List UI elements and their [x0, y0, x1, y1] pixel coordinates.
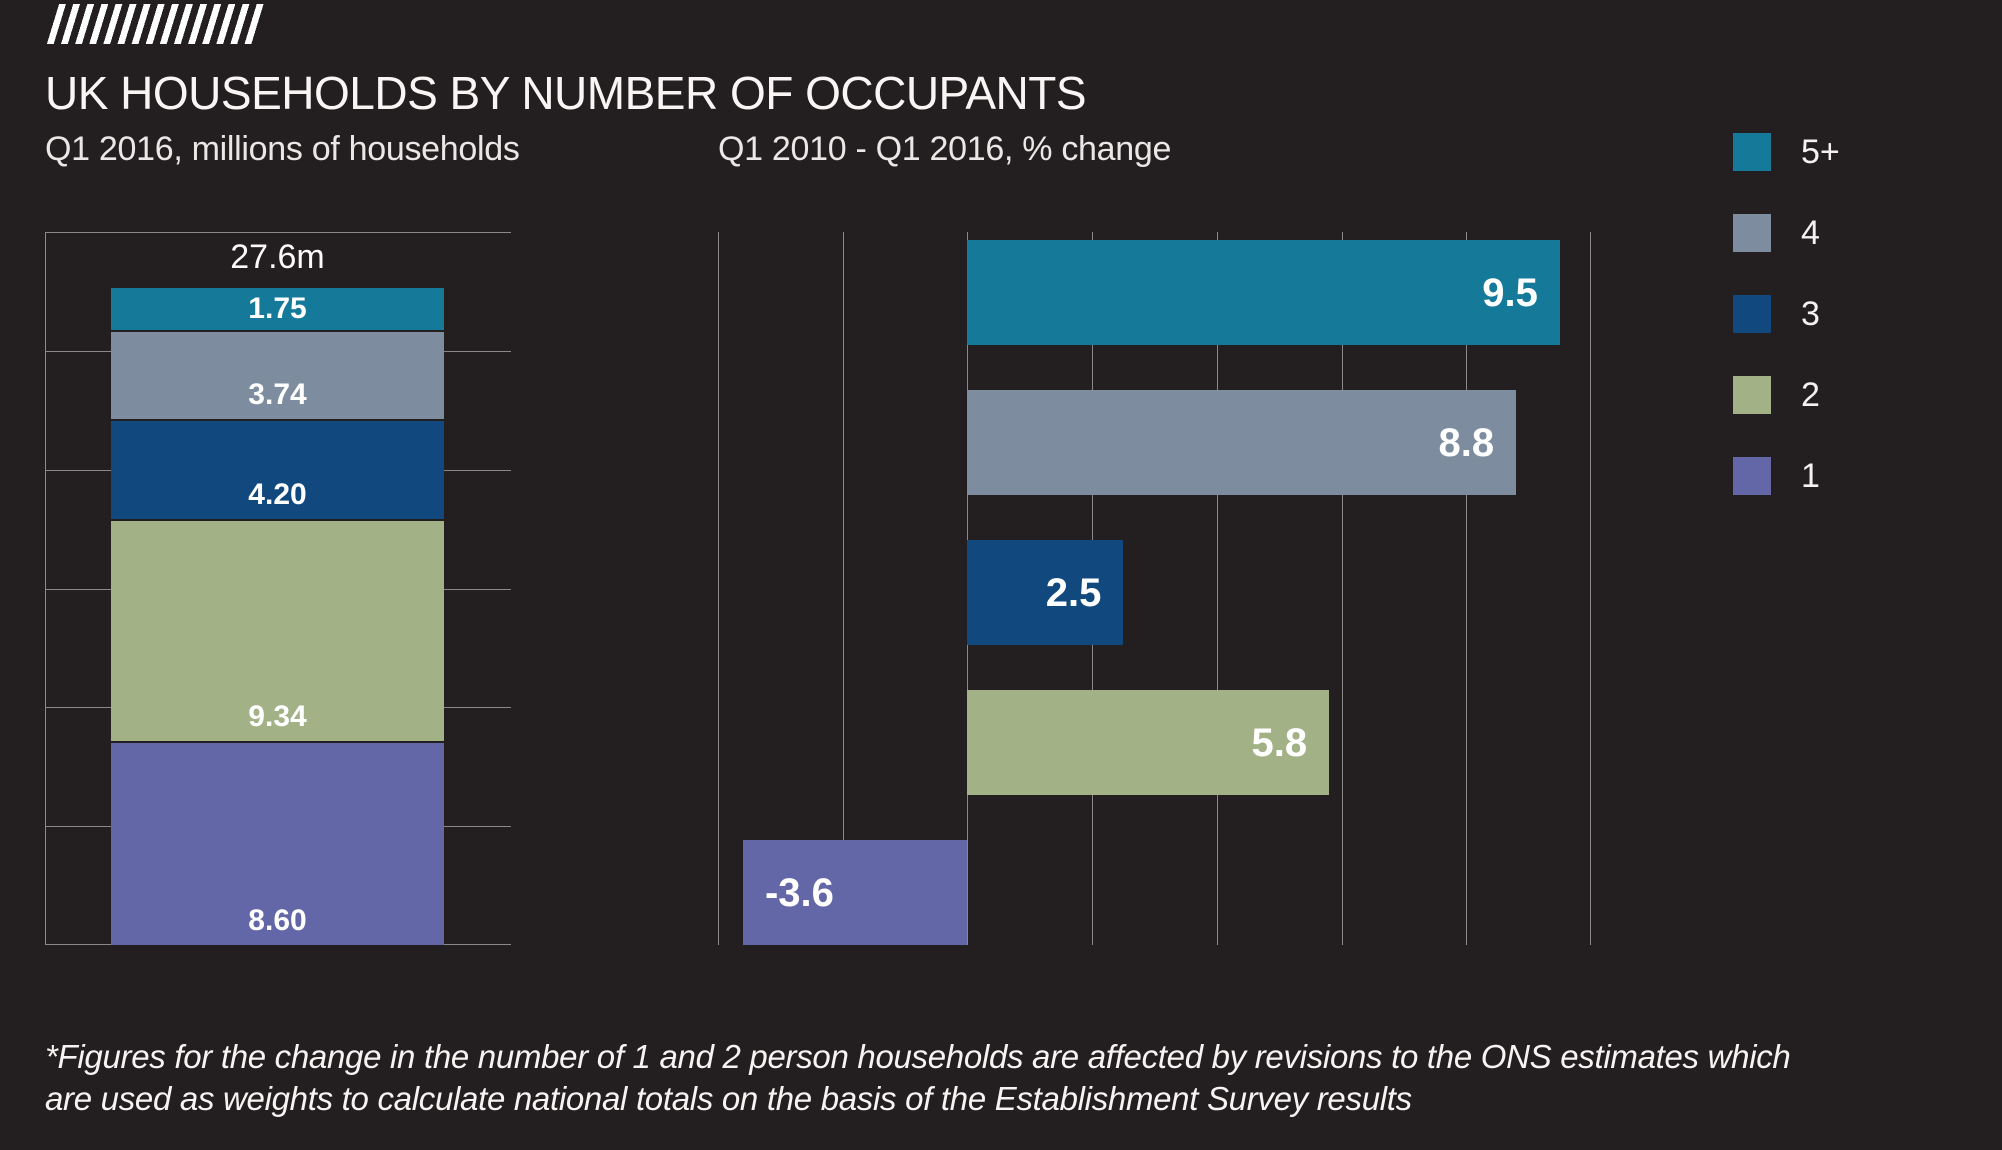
hbar-2: 5.8 [967, 690, 1330, 795]
diagonal-stripes-logo-icon [45, 4, 267, 44]
hbar-chart-plot: 9.5 8.8 2.5 5.8 -3.6 [718, 232, 1591, 945]
total-label: 27.6m [230, 238, 325, 277]
gridline [718, 232, 719, 945]
hbar-value-label: -3.6 [764, 870, 834, 915]
legend-item: 4 [1733, 214, 1993, 252]
hbar-value-label: 8.8 [1438, 420, 1495, 465]
bar-segment-label: 9.34 [248, 699, 307, 733]
gridline [1590, 232, 1591, 945]
bar-segment-label: 3.74 [248, 377, 307, 411]
hbar-3: 2.5 [967, 540, 1124, 645]
y-axis-line [45, 232, 46, 945]
legend-item: 3 [1733, 295, 1993, 333]
hbar-value-label: 9.5 [1482, 270, 1538, 315]
legend-label: 5+ [1801, 133, 1840, 171]
page-title: UK HOUSEHOLDS BY NUMBER OF OCCUPANTS [45, 67, 1087, 119]
legend-swatch [1733, 457, 1771, 495]
legend-item: 2 [1733, 376, 1993, 414]
bar-segment-5+: 1.75 [111, 288, 444, 330]
legend: 5+ 4 3 2 1 [1733, 133, 1993, 538]
legend-item: 5+ [1733, 133, 1993, 171]
stacked-bar: 1.75 3.74 4.20 9.34 8.60 [111, 232, 444, 945]
stacked-chart-subtitle: Q1 2016, millions of households [45, 130, 520, 168]
legend-swatch [1733, 295, 1771, 333]
legend-label: 2 [1801, 376, 1820, 414]
legend-swatch [1733, 376, 1771, 414]
hbar-4: 8.8 [967, 390, 1517, 495]
gridline [1342, 232, 1343, 945]
bar-segment-4: 3.74 [111, 329, 444, 419]
hbar-value-label: 5.8 [1251, 720, 1308, 765]
hbar-chart-subtitle: Q1 2010 - Q1 2016, % change [718, 130, 1172, 168]
legend-item: 1 [1733, 457, 1993, 495]
bar-segment-2: 9.34 [111, 518, 444, 741]
legend-swatch [1733, 214, 1771, 252]
bar-segment-3: 4.20 [111, 418, 444, 519]
hbar-5+: 9.5 [967, 240, 1560, 345]
bar-segment-label: 4.20 [248, 477, 307, 511]
bar-segment-label: 8.60 [248, 903, 307, 937]
gridline [1466, 232, 1467, 945]
hbar-1: -3.6 [742, 840, 968, 945]
bar-segment-1: 8.60 [111, 740, 444, 945]
gridline [1217, 232, 1218, 945]
bar-segment-label: 1.75 [248, 292, 307, 326]
stacked-chart-plot: 1.75 3.74 4.20 9.34 8.60 27.6m [45, 232, 511, 945]
legend-label: 4 [1801, 214, 1820, 252]
footnote-line-2: are used as weights to calculate nationa… [45, 1080, 1412, 1117]
footnote: *Figures for the change in the number of… [45, 1036, 1945, 1120]
legend-swatch [1733, 133, 1771, 171]
gridline [45, 232, 511, 233]
legend-label: 1 [1801, 457, 1820, 495]
hbar-value-label: 2.5 [1045, 570, 1102, 615]
legend-label: 3 [1801, 295, 1820, 333]
footnote-line-1: *Figures for the change in the number of… [45, 1038, 1791, 1075]
gridline [843, 232, 844, 945]
